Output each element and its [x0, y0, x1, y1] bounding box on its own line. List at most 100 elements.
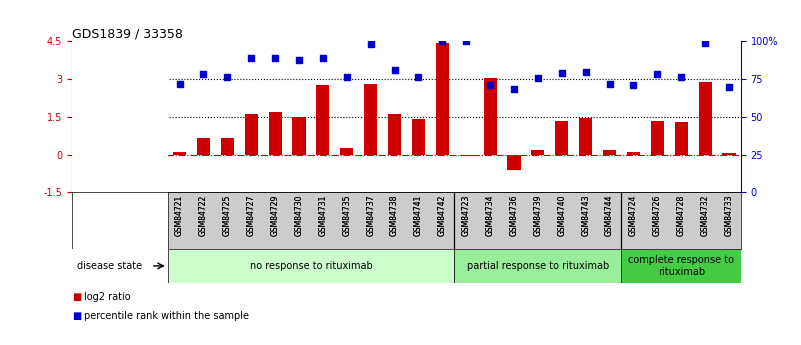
Text: GSM84739: GSM84739 — [533, 195, 542, 236]
Point — [436, 39, 449, 44]
Text: GSM84726: GSM84726 — [653, 195, 662, 236]
Text: GSM84740: GSM84740 — [557, 195, 566, 236]
Bar — [603, 150, 616, 155]
Bar — [579, 118, 592, 155]
Text: GDS1839 / 33358: GDS1839 / 33358 — [72, 27, 183, 40]
Bar — [244, 114, 258, 155]
Bar — [698, 82, 711, 155]
Text: GSM84729: GSM84729 — [271, 195, 280, 236]
Point — [698, 40, 711, 46]
Bar — [650, 121, 664, 155]
Text: GSM84738: GSM84738 — [390, 195, 399, 236]
Text: GSM84742: GSM84742 — [438, 195, 447, 236]
Text: GSM84739: GSM84739 — [533, 195, 542, 236]
Text: GSM84724: GSM84724 — [629, 195, 638, 236]
Point — [532, 75, 545, 81]
Point — [484, 83, 497, 88]
Text: GSM84732: GSM84732 — [701, 195, 710, 236]
Text: complete response to
rituximab: complete response to rituximab — [628, 255, 735, 277]
Point — [723, 84, 735, 89]
Text: GSM84744: GSM84744 — [605, 195, 614, 236]
Text: ■: ■ — [72, 292, 82, 302]
Text: GSM84736: GSM84736 — [509, 195, 518, 236]
Bar — [454, 249, 622, 283]
Point — [173, 81, 186, 87]
Point — [245, 55, 258, 60]
Point — [674, 74, 687, 79]
Point — [197, 71, 210, 77]
Point — [292, 58, 305, 63]
Text: no response to rituximab: no response to rituximab — [250, 261, 372, 271]
Text: GSM84735: GSM84735 — [342, 195, 352, 236]
Bar — [436, 43, 449, 155]
Text: GSM84736: GSM84736 — [509, 195, 518, 236]
Bar — [364, 84, 377, 155]
Point — [412, 74, 425, 79]
Text: GSM84724: GSM84724 — [629, 195, 638, 236]
Text: partial response to rituximab: partial response to rituximab — [467, 261, 609, 271]
Bar — [622, 249, 741, 283]
Bar — [197, 138, 210, 155]
Text: GSM84728: GSM84728 — [677, 195, 686, 236]
Text: GSM84741: GSM84741 — [414, 195, 423, 236]
Point — [340, 74, 353, 79]
Bar — [460, 155, 473, 156]
Point — [555, 70, 568, 76]
Text: GSM84740: GSM84740 — [557, 195, 566, 236]
Text: GSM84727: GSM84727 — [247, 195, 256, 236]
Bar — [292, 117, 306, 155]
Text: GSM84721: GSM84721 — [175, 195, 184, 236]
Bar — [173, 152, 186, 155]
Text: GSM84722: GSM84722 — [199, 195, 208, 236]
Point — [316, 55, 329, 60]
Point — [508, 87, 521, 92]
Point — [627, 83, 640, 88]
Text: GSM84732: GSM84732 — [701, 195, 710, 236]
Point — [579, 69, 592, 74]
Text: GSM84726: GSM84726 — [653, 195, 662, 236]
Text: GSM84742: GSM84742 — [438, 195, 447, 236]
Point — [651, 71, 664, 77]
Text: GSM84737: GSM84737 — [366, 195, 375, 236]
Text: GSM84731: GSM84731 — [319, 195, 328, 236]
Bar — [627, 151, 640, 155]
Point — [221, 74, 234, 79]
Bar — [531, 150, 545, 155]
Text: GSM84738: GSM84738 — [390, 195, 399, 236]
Point — [364, 41, 377, 47]
Bar — [723, 153, 735, 155]
Text: GSM84728: GSM84728 — [677, 195, 686, 236]
Text: GSM84730: GSM84730 — [295, 195, 304, 236]
Text: GSM84743: GSM84743 — [582, 195, 590, 236]
Bar — [221, 138, 234, 155]
Text: log2 ratio: log2 ratio — [84, 292, 131, 302]
Text: GSM84733: GSM84733 — [724, 195, 734, 236]
Bar — [268, 112, 282, 155]
Text: GSM84723: GSM84723 — [461, 195, 471, 236]
Bar — [167, 192, 741, 249]
Text: GSM84729: GSM84729 — [271, 195, 280, 236]
Text: GSM84737: GSM84737 — [366, 195, 375, 236]
Bar — [555, 121, 569, 155]
Text: GSM84734: GSM84734 — [485, 195, 494, 236]
Text: disease state: disease state — [77, 261, 142, 271]
Text: GSM84734: GSM84734 — [485, 195, 494, 236]
Text: GSM84725: GSM84725 — [223, 195, 231, 236]
Text: GSM84723: GSM84723 — [461, 195, 471, 236]
Text: GSM84743: GSM84743 — [582, 195, 590, 236]
Text: GSM84727: GSM84727 — [247, 195, 256, 236]
Text: GSM84733: GSM84733 — [724, 195, 734, 236]
Text: GSM84731: GSM84731 — [319, 195, 328, 236]
Bar — [507, 155, 521, 170]
Point — [388, 68, 401, 73]
Bar — [388, 114, 401, 155]
Text: GSM84730: GSM84730 — [295, 195, 304, 236]
Bar — [167, 249, 454, 283]
Text: GSM84722: GSM84722 — [199, 195, 208, 236]
Text: GSM84725: GSM84725 — [223, 195, 231, 236]
Bar — [412, 119, 425, 155]
Bar — [484, 78, 497, 155]
Point — [460, 39, 473, 44]
Point — [603, 81, 616, 87]
Text: GSM84721: GSM84721 — [175, 195, 184, 236]
